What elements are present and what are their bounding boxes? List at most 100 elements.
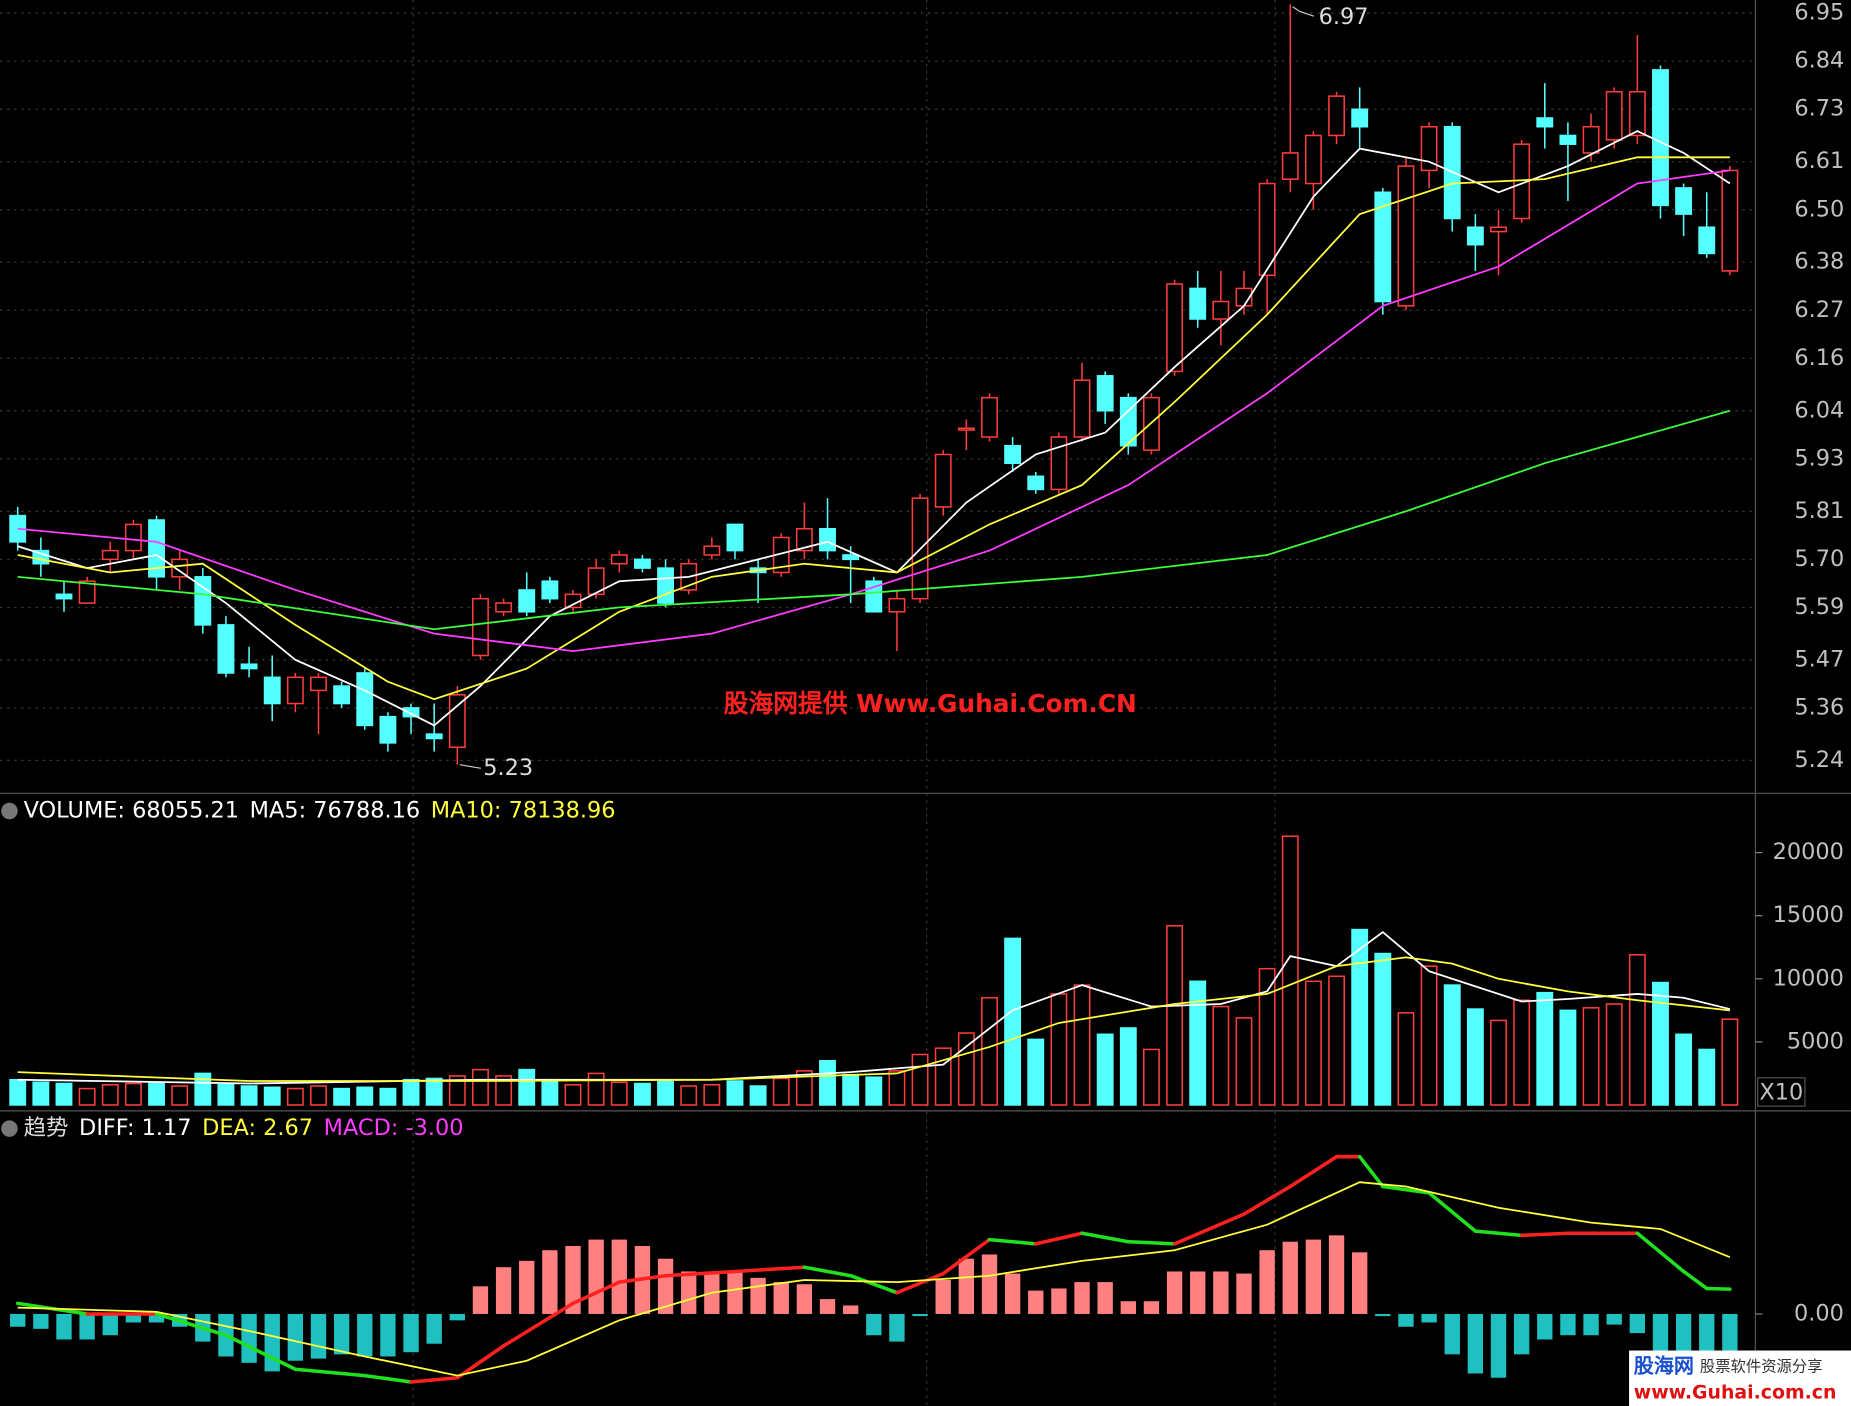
volume-bar xyxy=(1559,1009,1577,1106)
macd-bar xyxy=(357,1313,373,1357)
header-icon xyxy=(1,1120,18,1137)
candle-body xyxy=(957,427,975,431)
volume-bar xyxy=(472,1068,489,1106)
low-label: 5.23 xyxy=(483,755,533,781)
macd-bar xyxy=(1120,1301,1136,1314)
macd-bar xyxy=(102,1313,118,1336)
volume-bar xyxy=(1605,1003,1623,1106)
macd-bar xyxy=(727,1271,743,1314)
volume-bar xyxy=(1189,980,1207,1106)
macd-bar xyxy=(1375,1313,1391,1317)
macd-bar xyxy=(1328,1235,1345,1314)
diff-segment xyxy=(617,1273,668,1284)
macd-bar xyxy=(310,1313,327,1359)
volume-bar xyxy=(1073,984,1091,1106)
volume-bar xyxy=(518,1068,536,1106)
y-tick-label: 6.38 xyxy=(1794,249,1844,275)
volume-bar xyxy=(1698,1048,1716,1106)
header-text: VOLUME: 68055.21 xyxy=(24,798,239,824)
y-tick-label: 20000 xyxy=(1773,839,1844,865)
y-tick-label: 6.04 xyxy=(1794,397,1844,423)
candle-body xyxy=(819,527,836,552)
candle-body xyxy=(1698,226,1716,255)
candle-body xyxy=(1050,436,1068,491)
macd-bar xyxy=(1236,1273,1252,1314)
macd-bar xyxy=(1004,1273,1021,1314)
volume-bar xyxy=(1212,1005,1230,1106)
macd-bar xyxy=(495,1267,512,1314)
candle-body xyxy=(1628,91,1646,137)
candle-body xyxy=(1374,191,1392,303)
macd-bar xyxy=(842,1305,859,1314)
macd-bar xyxy=(1467,1313,1484,1374)
macd-bar xyxy=(912,1313,928,1317)
header-text: 趋势 xyxy=(24,1115,69,1141)
candle-body xyxy=(1721,169,1739,272)
y-tick-label: 6.16 xyxy=(1794,345,1844,371)
y-tick-label: 5.47 xyxy=(1794,646,1844,672)
volume-bar xyxy=(703,1084,721,1106)
candle-body xyxy=(1351,108,1369,128)
volume-bar xyxy=(1628,954,1646,1106)
header-text: MACD: -3.00 xyxy=(324,1115,464,1141)
candle-body xyxy=(171,558,189,578)
volume-bar xyxy=(1351,928,1369,1106)
candle-body xyxy=(1073,379,1091,438)
y-tick-label: 15000 xyxy=(1773,902,1844,928)
y-tick-label: 10000 xyxy=(1773,965,1844,991)
macd-bar xyxy=(1490,1313,1507,1378)
macd-bar xyxy=(1537,1313,1553,1340)
macd-bar xyxy=(1282,1241,1298,1314)
diff-segment xyxy=(1357,1154,1385,1189)
volume-bar xyxy=(9,1078,27,1106)
macd-bar xyxy=(449,1313,465,1321)
candle-body xyxy=(1258,182,1276,277)
macd-bar xyxy=(10,1313,26,1327)
candle-body xyxy=(1536,117,1554,128)
volume-bar xyxy=(495,1075,513,1106)
candle-body xyxy=(448,694,466,749)
volume-bar xyxy=(1119,1027,1137,1106)
volume-bar xyxy=(1143,1048,1160,1106)
macd-bar xyxy=(1028,1290,1044,1314)
candle-body xyxy=(1652,69,1669,207)
volume-bar xyxy=(448,1075,466,1106)
header-text: MA10: 78138.96 xyxy=(431,798,616,824)
y-tick-label: 6.50 xyxy=(1794,196,1844,222)
candle-body xyxy=(541,580,559,600)
diff-segment xyxy=(802,1265,853,1278)
macd-bar xyxy=(287,1313,304,1361)
candle-body xyxy=(379,715,397,744)
volume-bar xyxy=(888,1070,906,1106)
diff-segment xyxy=(848,1273,899,1295)
volume-bar xyxy=(1536,991,1554,1106)
volume-bar xyxy=(1096,1033,1114,1106)
diff-segment xyxy=(571,1280,622,1306)
volume-bar xyxy=(1443,984,1461,1106)
y-tick-label: 6.84 xyxy=(1794,48,1844,74)
line xyxy=(17,169,1731,653)
macd-bar xyxy=(1652,1313,1669,1357)
y-tick-label: 5000 xyxy=(1787,1028,1844,1054)
volume-bar xyxy=(402,1078,420,1106)
line xyxy=(17,1181,1731,1377)
volume-bar xyxy=(1328,975,1345,1106)
logo-url: www.Guhai.com.cn xyxy=(1634,1382,1837,1404)
y-tick-label: 5.24 xyxy=(1794,747,1844,773)
line xyxy=(17,956,1730,1082)
diff-segment xyxy=(1033,1231,1084,1246)
candle-body xyxy=(124,523,142,552)
y-tick-label: 6.95 xyxy=(1794,0,1844,26)
macd-bar xyxy=(79,1313,95,1340)
candle-body xyxy=(795,527,813,552)
diff-segment xyxy=(1473,1229,1524,1238)
volume-bar xyxy=(425,1077,443,1106)
candle-body xyxy=(1189,287,1207,320)
macd-bar xyxy=(1560,1313,1576,1336)
logo-box xyxy=(1629,1350,1851,1406)
volume-bar xyxy=(32,1081,50,1106)
volume-bar xyxy=(981,996,998,1106)
macd-bar xyxy=(56,1313,72,1340)
